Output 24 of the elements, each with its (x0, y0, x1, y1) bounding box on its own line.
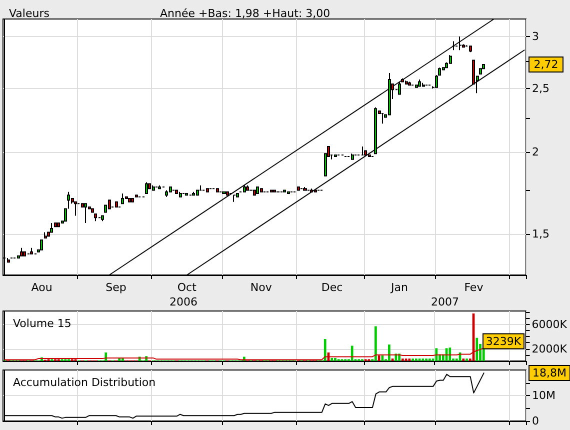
annotation: 18,8M (532, 366, 566, 380)
annotation: 3239K (486, 334, 522, 348)
text: 2007 (431, 296, 460, 308)
legend-title: Valeurs (9, 7, 50, 20)
text: Volume 15 (13, 317, 72, 330)
y-tick-label: 1,5 (532, 228, 550, 241)
x-tick-label: Nov (250, 281, 272, 294)
y-tick-label: 10M (532, 389, 556, 402)
y-tick-label: 2000K (532, 342, 568, 356)
y-tick-label: 3 (532, 30, 539, 44)
x-tick-label: Sep (106, 281, 126, 294)
y-tick-label: 2,5 (532, 82, 550, 96)
x-tick-label: Oct (177, 281, 198, 294)
chart-subtitle: Année +Bas: 1,98 +Haut: 3,00 (160, 7, 330, 20)
y-tick-label: 6000K (532, 318, 568, 331)
x-tick-label: Dec (321, 281, 343, 294)
x-tick-label: Fev (464, 281, 484, 294)
y-tick-label: 2 (532, 146, 539, 159)
x-tick-label: Aou (31, 281, 52, 294)
text: Accumulation Distribution (13, 376, 156, 389)
y-tick-label: 0 (532, 414, 539, 428)
x-tick-label: Jan (390, 281, 408, 294)
text: 2006 (170, 296, 198, 308)
annotation: 2,72 (534, 58, 558, 71)
